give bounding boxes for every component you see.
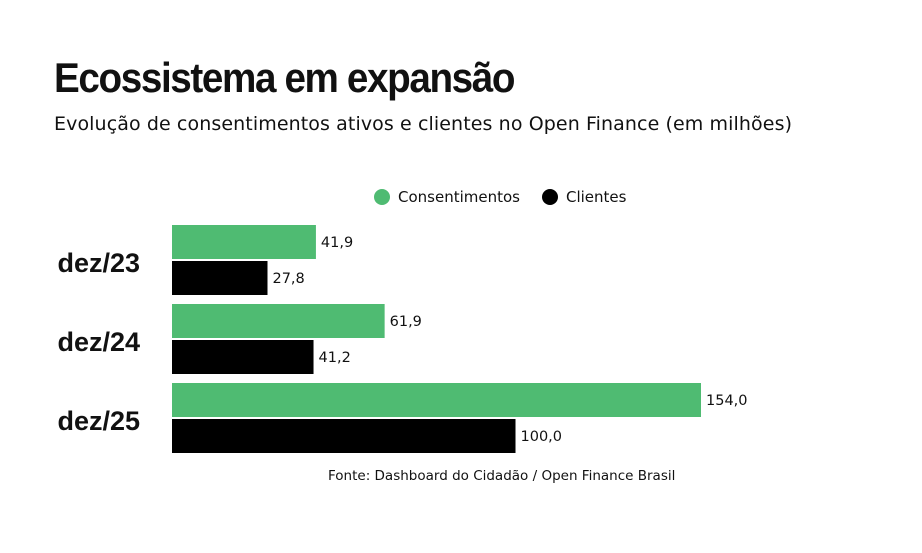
legend-swatch-consentimentos: [374, 189, 390, 205]
bar-consentimentos-0: [172, 225, 316, 259]
bar-consentimentos-2: [172, 383, 701, 417]
legend: Consentimentos Clientes: [374, 185, 648, 209]
category-label-2: dez/25: [57, 406, 140, 436]
data-label-clientes-2: 100,0: [521, 429, 563, 445]
chart-subtitle: Evolução de consentimentos ativos e clie…: [54, 113, 793, 135]
bar-clientes-2: [172, 419, 516, 453]
legend-item-consentimentos: Consentimentos: [374, 188, 520, 206]
data-label-consentimentos-2: 154,0: [706, 393, 748, 409]
data-label-clientes-1: 41,2: [319, 350, 351, 366]
legend-item-clientes: Clientes: [541, 188, 627, 206]
category-label-0: dez/23: [57, 248, 140, 278]
legend-swatch-clientes: [541, 189, 558, 205]
bar-clientes-1: [172, 340, 314, 374]
legend-label-consentimentos: Consentimentos: [398, 188, 520, 206]
legend-label-clientes: Clientes: [565, 188, 627, 206]
category-label-1: dez/24: [57, 327, 140, 357]
data-label-consentimentos-0: 41,9: [321, 235, 353, 251]
source-note: Fonte: Dashboard do Cidadão / Open Finan…: [328, 468, 676, 484]
bar-consentimentos-1: [172, 304, 385, 338]
data-label-consentimentos-1: 61,9: [390, 314, 422, 330]
chart-title: Ecossistema em expansão: [54, 54, 515, 101]
bar-clientes-0: [172, 261, 268, 295]
data-label-clientes-0: 27,8: [272, 271, 304, 287]
